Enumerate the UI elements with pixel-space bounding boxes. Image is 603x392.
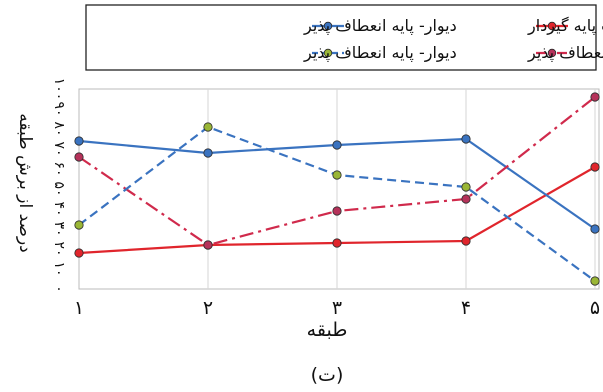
data-point — [590, 92, 600, 102]
data-point — [332, 238, 342, 248]
data-point — [203, 148, 213, 158]
data-point — [74, 136, 84, 146]
legend-box — [85, 4, 597, 71]
data-point — [203, 122, 213, 132]
data-point — [74, 248, 84, 258]
x-tick-label: ۲ — [203, 297, 213, 319]
legend-label: قاب پایه گیردار — [527, 16, 603, 36]
x-tick-label: ۴ — [461, 297, 471, 319]
y-axis-label: درصد از برش طبقه — [15, 113, 35, 253]
figure-caption: (ت) — [311, 364, 344, 386]
data-point — [74, 152, 84, 162]
y-tick-label: ۴۰ — [51, 201, 67, 216]
y-tick-label: ۵۰ — [51, 181, 67, 196]
series-markers — [74, 92, 600, 286]
data-point — [332, 170, 342, 180]
y-tick-label: ۶۰ — [51, 161, 67, 176]
legend: قاب پایه گیردار دیوار- پایه انعطاف پذیر قا… — [85, 4, 603, 71]
data-point — [332, 140, 342, 150]
data-point — [203, 240, 213, 250]
plot-frame — [78, 88, 600, 290]
y-tick-label: ۳۰ — [51, 221, 67, 236]
legend-label: قاب- پایه انعطاف پذیر — [527, 43, 603, 63]
x-axis-ticks: ۱ ۲ ۳ ۴ ۵ — [74, 297, 600, 319]
y-tick-label: ۱۰۰ — [51, 78, 67, 101]
data-point — [590, 276, 600, 286]
data-point — [461, 194, 471, 204]
x-tick-label: ۵ — [590, 297, 600, 319]
x-tick-label: ۱ — [74, 297, 84, 319]
y-tick-label: ۹۰ — [51, 101, 67, 116]
x-axis-label: طبقه — [307, 319, 348, 341]
legend-swatch-marker — [547, 21, 557, 31]
y-tick-label: ۸۰ — [51, 121, 67, 136]
x-tick-label: ۳ — [332, 297, 342, 319]
legend-swatch-marker — [547, 48, 557, 58]
legend-swatch-marker — [323, 48, 333, 58]
data-point — [461, 236, 471, 246]
legend-label: دیوار- پایه انعطاف پذیر — [303, 43, 457, 63]
data-point — [74, 220, 84, 230]
y-tick-label: ۰ — [51, 285, 67, 293]
data-point — [590, 224, 600, 234]
data-point — [332, 206, 342, 216]
data-point — [590, 162, 600, 172]
legend-swatch-marker — [323, 21, 333, 31]
data-point — [461, 182, 471, 192]
y-tick-label: ۷۰ — [51, 141, 67, 156]
data-point — [461, 134, 471, 144]
y-tick-label: ۲۰ — [51, 241, 67, 256]
legend-label: دیوار- پایه انعطاف پذیر — [303, 16, 457, 36]
y-tick-label: ۱۰ — [51, 261, 67, 276]
